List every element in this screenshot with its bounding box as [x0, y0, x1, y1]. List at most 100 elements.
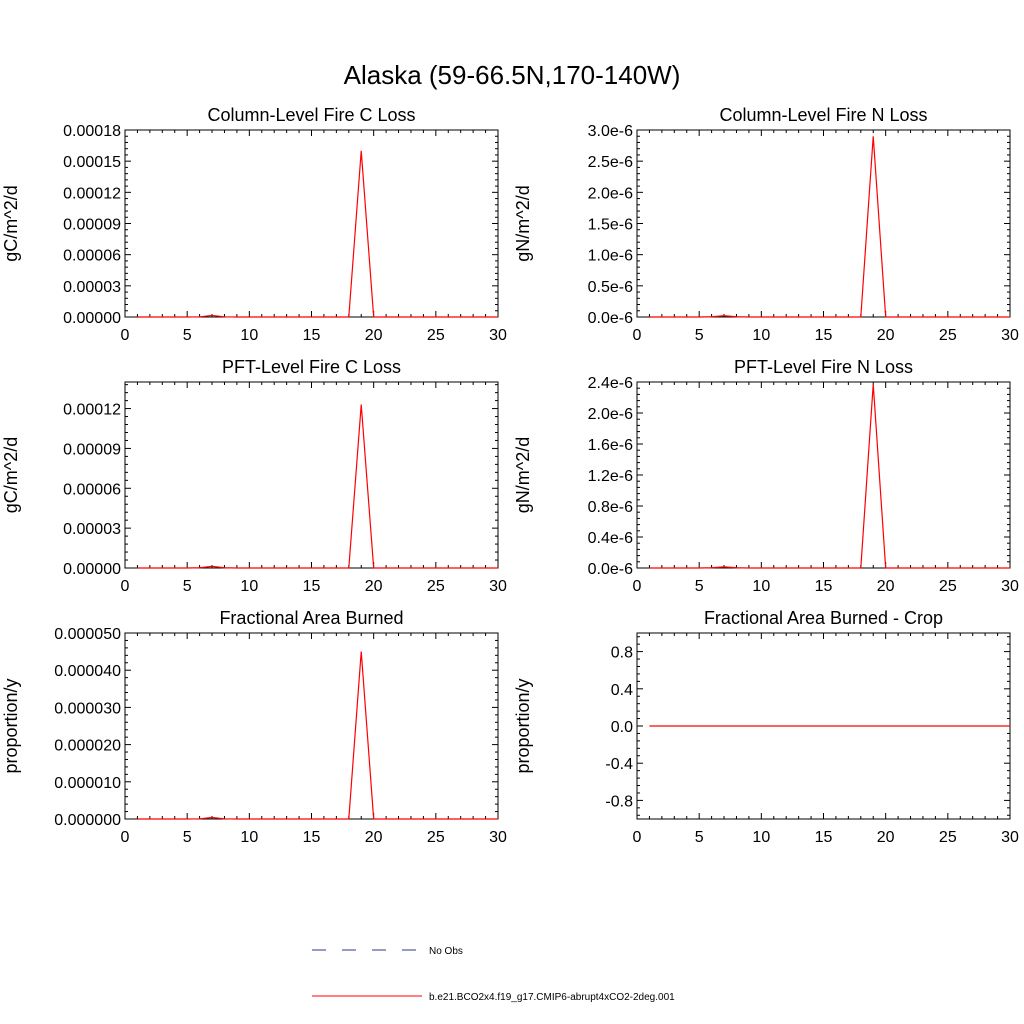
x-tick-label: 0 — [633, 578, 642, 595]
x-tick-label: 25 — [939, 829, 957, 846]
y-tick-label: 0.00003 — [63, 521, 121, 538]
x-tick-label: 25 — [939, 578, 957, 595]
legend-label-no-obs: No Obs — [429, 946, 463, 957]
x-tick-label: 15 — [815, 829, 833, 846]
series-line-1 — [137, 150, 498, 318]
y-tick-label: 0.00006 — [63, 481, 121, 498]
x-tick-label: 20 — [365, 578, 383, 595]
x-tick-label: 30 — [489, 578, 507, 595]
y-tick-label: 0.00000 — [63, 310, 121, 327]
x-tick-label: 30 — [489, 829, 507, 846]
x-tick-label: 20 — [365, 829, 383, 846]
x-tick-label: 10 — [752, 578, 770, 595]
x-tick-label: 0 — [121, 578, 130, 595]
y-axis-label: gC/m^2/d — [1, 185, 21, 261]
y-tick-label: 3.0e-6 — [588, 123, 633, 140]
x-tick-label: 20 — [365, 327, 383, 344]
plot-frame — [636, 129, 1011, 318]
y-tick-label: 0.4 — [611, 682, 633, 699]
y-tick-label: 1.0e-6 — [588, 248, 633, 265]
x-axis: 0 5 10 15 20 25 30 — [121, 633, 507, 846]
x-tick-label: 5 — [183, 327, 192, 344]
y-tick-label: 0.00012 — [63, 402, 121, 419]
x-tick-label: 10 — [240, 578, 258, 595]
y-axis: 0.0e-6 0.5e-6 1.0e-6 1.5e-6 2.0e-6 2.5e-6 3.0e… — [588, 123, 1010, 327]
x-tick-label: 30 — [1001, 578, 1019, 595]
y-tick-label: 0.000030 — [54, 700, 121, 717]
figure-title: Alaska (59-66.5N,170-140W) — [344, 60, 681, 90]
panel-4: 0 5 10 15 20 25 30 0.0e-6 0.4e-6 0.8e-6 1.2e-6 1.6e… — [513, 357, 1019, 595]
plot-frame — [124, 129, 499, 318]
x-tick-label: 5 — [183, 578, 192, 595]
x-axis: 0 5 10 15 20 25 30 — [121, 130, 507, 344]
x-tick-label: 5 — [695, 327, 704, 344]
y-axis-label: gN/m^2/d — [513, 185, 533, 261]
plot-frame — [124, 381, 499, 569]
y-tick-label: 2.5e-6 — [588, 154, 633, 171]
y-tick-label: 2.0e-6 — [588, 406, 633, 423]
panel-3: 0 5 10 15 20 25 30 0.00000 0.00003 0.00006 0.00009… — [1, 357, 507, 595]
x-tick-label: 25 — [427, 327, 445, 344]
x-tick-label: 15 — [303, 327, 321, 344]
x-tick-label: 0 — [121, 327, 130, 344]
y-axis: -0.8 -0.4 0.0 0.4 0.8 — [605, 636, 1010, 816]
panel-title: Fractional Area Burned — [219, 608, 403, 628]
x-tick-label: 0 — [121, 829, 130, 846]
y-tick-label: 0.00012 — [63, 185, 121, 202]
panel-6: 0 5 10 15 20 25 30 -0.8 -0.4 0.0 0.4 0.8 proportion/… — [513, 608, 1019, 846]
y-tick-label: 0.000040 — [54, 663, 121, 680]
y-tick-label: 0.00015 — [63, 154, 121, 171]
series-line-1 — [649, 384, 1010, 569]
x-tick-label: 0 — [633, 327, 642, 344]
x-tick-label: 20 — [877, 829, 895, 846]
y-tick-label: 1.2e-6 — [588, 468, 633, 485]
y-tick-label: 2.4e-6 — [588, 375, 633, 392]
x-tick-label: 25 — [939, 327, 957, 344]
y-tick-label: -0.8 — [605, 793, 633, 810]
x-tick-label: 5 — [695, 829, 704, 846]
x-axis: 0 5 10 15 20 25 30 — [121, 382, 507, 595]
y-tick-label: 0.00000 — [63, 561, 121, 578]
y-tick-label: 0.00003 — [63, 279, 121, 296]
y-tick-label: 0.00009 — [63, 441, 121, 458]
x-tick-label: 10 — [752, 327, 770, 344]
x-tick-label: 20 — [877, 327, 895, 344]
legend: No Obs b.e21.BCO2x4.f19_g17.CMIP6-abrupt4… — [312, 946, 675, 1003]
y-tick-label: 0.5e-6 — [588, 279, 633, 296]
y-tick-label: 2.0e-6 — [588, 185, 633, 202]
x-tick-label: 10 — [752, 829, 770, 846]
plot-frame — [124, 632, 499, 820]
y-tick-label: 0.000020 — [54, 738, 121, 755]
y-tick-label: 0.000000 — [54, 812, 121, 829]
y-tick-label: 1.5e-6 — [588, 217, 633, 234]
series-line-1 — [649, 136, 1010, 318]
y-tick-label: 0.0e-6 — [588, 310, 633, 327]
y-tick-label: 1.6e-6 — [588, 437, 633, 454]
y-axis-label: gN/m^2/d — [513, 437, 533, 513]
y-tick-label: 0.0 — [611, 719, 633, 736]
y-tick-label: 0.8 — [611, 645, 633, 662]
y-axis-label: proportion/y — [513, 678, 533, 773]
x-axis: 0 5 10 15 20 25 30 — [633, 382, 1019, 595]
x-axis: 0 5 10 15 20 25 30 — [633, 633, 1019, 846]
x-tick-label: 30 — [1001, 327, 1019, 344]
y-tick-label: 0.00006 — [63, 248, 121, 265]
plot-frame — [636, 381, 1011, 569]
x-tick-label: 5 — [695, 578, 704, 595]
x-tick-label: 15 — [815, 327, 833, 344]
panel-2: 0 5 10 15 20 25 30 0.0e-6 0.5e-6 1.0e-6 1.5e-6 2.0e… — [513, 105, 1019, 344]
panels: 0 5 10 15 20 25 300.000000.000030.000060.00009… — [1, 105, 1019, 846]
x-tick-label: 25 — [427, 829, 445, 846]
y-tick-label: 0.00009 — [63, 217, 121, 234]
y-tick-label: 0.000050 — [54, 626, 121, 643]
x-tick-label: 25 — [427, 578, 445, 595]
panel-title: PFT-Level Fire C Loss — [222, 357, 401, 377]
x-tick-label: 20 — [877, 578, 895, 595]
panel-title: Column-Level Fire N Loss — [719, 105, 927, 125]
x-tick-label: 30 — [489, 327, 507, 344]
y-axis: 0.000000 0.000010 0.000020 0.000030 0.000040… — [54, 626, 498, 829]
x-tick-label: 5 — [183, 829, 192, 846]
x-tick-label: 15 — [303, 578, 321, 595]
